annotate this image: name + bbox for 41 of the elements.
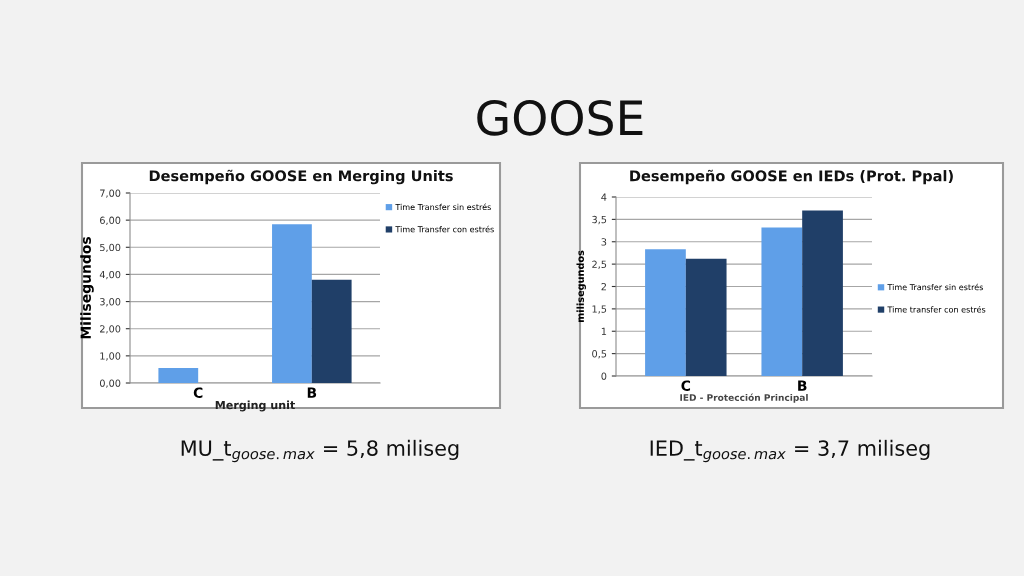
y-tick-label: 0	[601, 372, 607, 380]
legend-label: Time transfer con estrés	[887, 305, 986, 313]
y-tick-label: 1	[601, 327, 607, 335]
chart-title: Desempeño GOOSE en IEDs (Prot. Ppal)	[630, 169, 953, 185]
x-axis-title: Merging unit	[215, 400, 295, 412]
y-tick-label: 3,5	[592, 215, 607, 225]
bar	[645, 249, 686, 376]
x-tick-label: B	[798, 380, 807, 391]
y-tick-label: 0,5	[592, 350, 607, 359]
bar	[272, 224, 312, 383]
y-axis-title: milisegundos	[576, 250, 586, 323]
y-tick-label: 7,00	[100, 189, 121, 198]
y-tick-label: 2,5	[592, 260, 607, 269]
y-tick-label: 1,00	[100, 352, 121, 361]
bar	[761, 227, 803, 376]
x-tick-label: C	[193, 387, 203, 398]
legend-label: Time Transfer con estrés	[395, 225, 494, 233]
y-tick-label: 6,00	[100, 216, 121, 225]
y-tick-label: 5,00	[100, 243, 121, 253]
y-tick-label: 1,5	[592, 305, 607, 314]
y-tick-label: 3	[601, 238, 607, 246]
legend-label: Time Transfer sin estrés	[887, 283, 983, 291]
y-tick-label: 4,00	[99, 270, 121, 280]
bar	[685, 258, 727, 376]
y-tick-label: 0,00	[99, 379, 121, 388]
y-tick-label: 2	[601, 282, 606, 291]
x-tick-label: B	[307, 387, 317, 398]
text: GOOSE	[477, 99, 643, 136]
text: MU_t$_{goose.max}$ = 5,8 miliseg	[181, 439, 459, 463]
x-axis-title: IED - Protección Principal	[680, 393, 808, 403]
y-tick-label: 3,00	[100, 298, 121, 307]
bar	[158, 368, 199, 383]
x-tick-label: C	[681, 380, 691, 391]
y-tick-label: 2,00	[100, 325, 121, 334]
legend-label: Time Transfer sin estrés	[395, 203, 491, 211]
bar	[802, 210, 843, 376]
y-tick-label: 4	[601, 193, 607, 201]
text: IED_t$_{goose.max}$ = 3,7 miliseg	[650, 439, 930, 463]
y-axis-title: Milisegundos	[80, 237, 94, 339]
bar	[311, 279, 352, 383]
chart-title: Desempeño GOOSE en Merging Units	[149, 169, 453, 185]
